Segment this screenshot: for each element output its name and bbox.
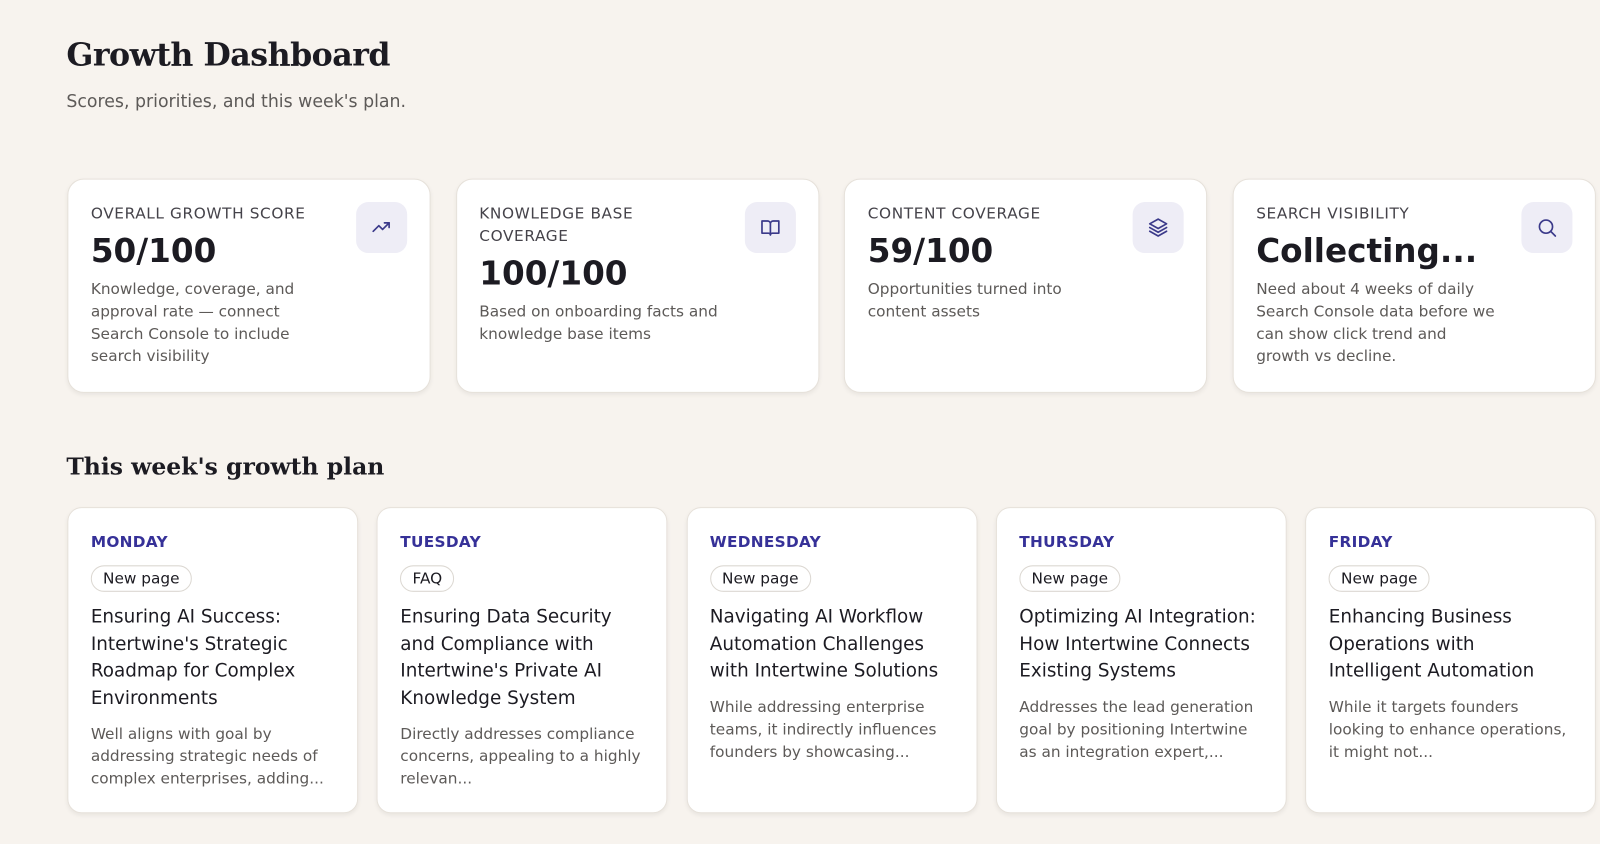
plan-description: Well aligns with goal by addressing stra… bbox=[90, 724, 324, 788]
score-icon bbox=[1133, 202, 1185, 254]
icon-graphic bbox=[760, 220, 780, 236]
score-label: SEARCH VISIBILITY bbox=[1256, 204, 1410, 223]
score-icon bbox=[744, 202, 796, 254]
score-label: KNOWLEDGE BASE COVERAGE bbox=[479, 204, 634, 245]
plan-card[interactable]: MONDAY New page Ensuring AI Success: Inter… bbox=[67, 507, 359, 814]
plan-tag: New page bbox=[1328, 565, 1430, 592]
plan-card[interactable]: FRIDAY New page Enhancing Business Operati… bbox=[1305, 507, 1597, 814]
plan-day: FRIDAY bbox=[1328, 532, 1393, 552]
score-description: Knowledge, coverage, and approval rate —… bbox=[90, 279, 295, 366]
page-title: Growth Dashboard bbox=[66, 36, 391, 74]
page-subtitle: Scores, priorities, and this week's plan… bbox=[66, 91, 407, 113]
plan-day: MONDAY bbox=[90, 532, 168, 552]
score-value: 59/100 bbox=[867, 231, 994, 271]
icon-graphic bbox=[1149, 218, 1168, 237]
score-card: KNOWLEDGE BASE COVERAGE 100/100 Based on o… bbox=[455, 178, 820, 393]
plan-tag: New page bbox=[709, 565, 811, 592]
plan-tag: New page bbox=[90, 565, 192, 592]
plan-title: Enhancing Business Operations with Intel… bbox=[1328, 606, 1535, 682]
plan-title: Ensuring Data Security and Compliance wi… bbox=[400, 606, 612, 709]
score-icon bbox=[1521, 202, 1573, 254]
score-description: Based on onboarding facts and knowledge … bbox=[479, 302, 718, 343]
plan-description: Addresses the lead generation goal by po… bbox=[1019, 697, 1254, 761]
plan-day: TUESDAY bbox=[400, 532, 481, 552]
score-card: OVERALL GROWTH SCORE 50/100 Knowledge, cov… bbox=[67, 178, 431, 393]
score-icon bbox=[356, 202, 408, 254]
score-value: Collecting... bbox=[1256, 231, 1478, 271]
score-label: OVERALL GROWTH SCORE bbox=[90, 204, 306, 223]
plan-tag: FAQ bbox=[400, 565, 455, 592]
plan-tag: New page bbox=[1019, 565, 1121, 592]
score-description: Need about 4 weeks of daily Search Conso… bbox=[1256, 279, 1495, 366]
plan-description: While it targets founders looking to enh… bbox=[1328, 697, 1567, 761]
plan-day: WEDNESDAY bbox=[709, 532, 822, 552]
plan-title: Optimizing AI Integration: How Intertwin… bbox=[1019, 606, 1256, 682]
plan-card[interactable]: THURSDAY New page Optimizing AI Integratio… bbox=[995, 507, 1287, 814]
icon-graphic bbox=[372, 222, 390, 233]
score-value: 100/100 bbox=[479, 254, 628, 293]
score-value: 50/100 bbox=[90, 231, 217, 271]
plan-title: Navigating AI Workflow Automation Challe… bbox=[709, 606, 939, 682]
score-label: CONTENT COVERAGE bbox=[867, 204, 1041, 223]
plan-description: While addressing enterprise teams, it in… bbox=[709, 697, 937, 761]
section-title: This week's growth plan bbox=[66, 453, 385, 481]
score-description: Opportunities turned into content assets bbox=[867, 279, 1062, 321]
plan-day: THURSDAY bbox=[1019, 532, 1115, 552]
score-card: SEARCH VISIBILITY Collecting... Need about… bbox=[1232, 178, 1597, 393]
score-card: CONTENT COVERAGE 59/100 Opportunities turn… bbox=[844, 178, 1208, 393]
plan-title: Ensuring AI Success: Intertwine's Strate… bbox=[90, 606, 296, 709]
plan-card[interactable]: WEDNESDAY New page Navigating AI Workflow … bbox=[686, 507, 978, 814]
plan-description: Directly addresses compliance concerns, … bbox=[400, 724, 641, 788]
plan-card[interactable]: TUESDAY FAQ Ensuring Data Security and Com… bbox=[376, 507, 668, 814]
icon-graphic bbox=[1538, 219, 1557, 237]
